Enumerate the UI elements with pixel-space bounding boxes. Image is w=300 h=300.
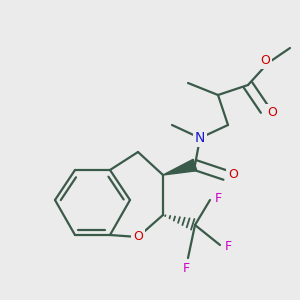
Text: F: F [224, 241, 232, 254]
Text: F: F [214, 191, 222, 205]
Text: O: O [228, 169, 238, 182]
Text: F: F [182, 262, 190, 275]
Text: O: O [267, 106, 277, 118]
Text: O: O [260, 55, 270, 68]
Polygon shape [163, 159, 197, 175]
Text: N: N [195, 131, 205, 145]
Text: O: O [133, 230, 143, 244]
